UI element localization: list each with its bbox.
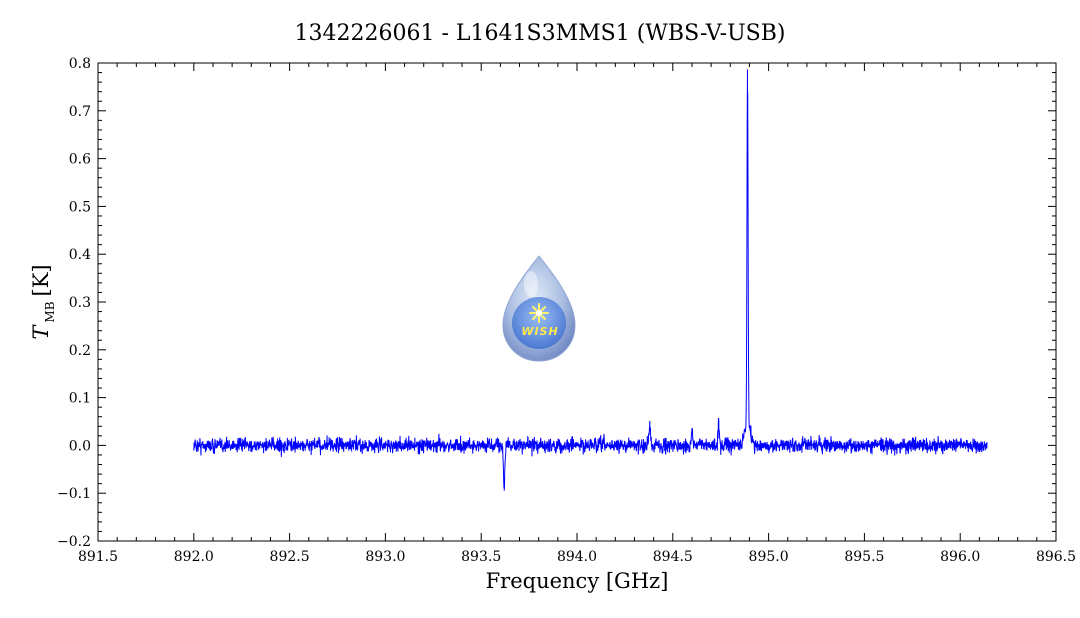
spectrum-feature-point [746,91,749,93]
x-tick-label: 892.0 [174,549,214,565]
spectrum-feature-point [718,420,720,423]
spectrum-feature-point [691,428,693,430]
x-tick-label: 895.5 [844,549,884,565]
y-tick-label: 0.2 [69,343,91,359]
axis-tick-labels: 891.5 892.0 892.5 893.0 893.5 894.0 894.5 895.0… [57,56,1076,565]
y-tick-label: 0.0 [69,438,91,454]
x-tick-label: 896.5 [1036,549,1076,565]
x-tick-label: 893.0 [365,549,405,565]
x-tick-label: 891.5 [78,549,118,565]
logo-text: WISH [521,325,558,338]
y-tick-label: 0.4 [69,247,91,263]
y-axis-label-symbol: T [29,324,53,340]
y-tick-label: 0.6 [69,152,91,168]
x-tick-label: 894.0 [557,549,597,565]
spectrum-series-line [193,69,988,491]
axis-ticks [97,62,1057,542]
y-tick-label: −0.2 [57,534,91,550]
x-axis-label: Frequency [GHz] [486,569,669,593]
chart-title: 1342226061 - L1641S3MMS1 (WBS-V-USB) [295,21,786,46]
y-axis-label-subscript: MB [43,301,57,322]
wish-logo: WISH [502,255,576,362]
y-tick-label: 0.5 [69,199,91,215]
y-tick-label: −0.1 [57,486,91,502]
x-tick-label: 892.5 [270,549,310,565]
plot-frame [97,62,1057,542]
y-axis-label-unit: [K] [29,264,53,296]
x-tick-label: 896.0 [940,549,980,565]
spectrum-feature-point [649,420,651,423]
x-tick-label: 895.0 [749,549,789,565]
y-tick-label: 0.8 [69,56,91,72]
spectrum-feature-point [503,485,505,487]
x-tick-label: 894.5 [653,549,693,565]
plot-area [193,69,988,491]
y-axis-label: T MB [K] [29,264,57,339]
y-tick-label: 0.3 [69,295,91,311]
y-tick-label: 0.7 [69,104,91,120]
y-tick-label: 0.1 [69,391,91,407]
x-tick-label: 893.5 [461,549,501,565]
